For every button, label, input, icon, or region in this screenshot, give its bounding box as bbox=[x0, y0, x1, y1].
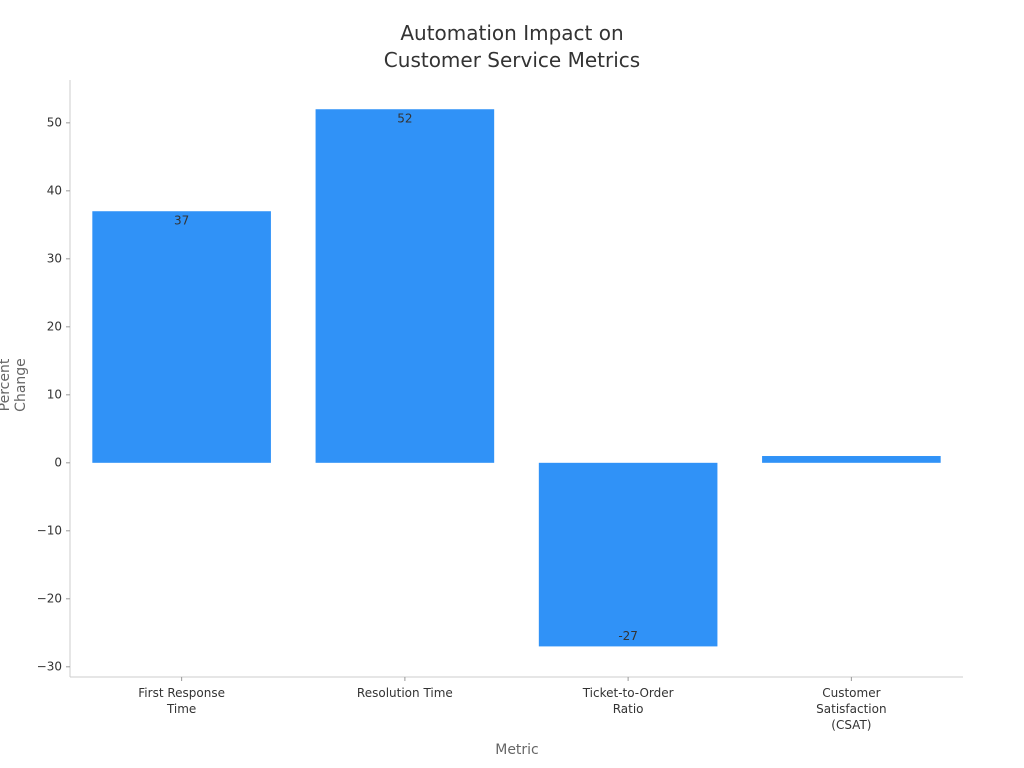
y-tick-label: 10 bbox=[47, 387, 62, 401]
bar bbox=[92, 211, 271, 463]
value-label: -27 bbox=[618, 629, 638, 643]
y-tick-label: −30 bbox=[37, 659, 62, 673]
value-label: 52 bbox=[397, 112, 412, 126]
chart-title: Automation Impact on Customer Service Me… bbox=[383, 21, 641, 72]
x-tick-label: Resolution Time bbox=[356, 686, 453, 700]
x-tick-label: Customer Satisfaction (CSAT) bbox=[816, 686, 887, 732]
bar bbox=[315, 109, 495, 463]
x-axis-label: Metric bbox=[495, 742, 539, 758]
x-tick-label: Ticket-to-Order Ratio bbox=[582, 686, 674, 716]
x-tick-label: First Response Time bbox=[138, 686, 225, 716]
y-tick-label: 40 bbox=[47, 183, 62, 197]
bar bbox=[762, 456, 941, 463]
value-label: 37 bbox=[174, 214, 189, 228]
y-tick-label: 30 bbox=[47, 251, 62, 265]
y-tick-label: 0 bbox=[54, 455, 62, 469]
y-tick-label: −10 bbox=[37, 523, 62, 537]
y-tick-label: 20 bbox=[47, 319, 62, 333]
bar bbox=[538, 462, 718, 647]
y-tick-label: 50 bbox=[47, 115, 62, 129]
y-tick-label: −20 bbox=[37, 591, 62, 605]
